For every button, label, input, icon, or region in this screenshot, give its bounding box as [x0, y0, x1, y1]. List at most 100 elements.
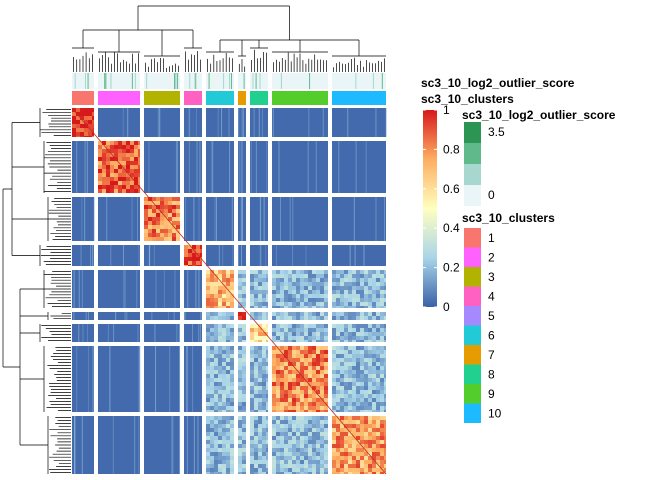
heatmap-cell — [280, 424, 284, 428]
heatmap-cell — [230, 316, 234, 320]
heatmap-cell — [296, 328, 300, 332]
heatmap-block — [98, 197, 140, 241]
heatmap-cell — [226, 302, 230, 306]
heatmap-cell — [230, 436, 234, 440]
heatmap-cell — [308, 336, 312, 340]
heatmap-cell — [348, 332, 352, 336]
heatmap-cell — [130, 145, 134, 149]
heatmap-cell — [296, 282, 300, 286]
heatmap-cell — [300, 286, 304, 290]
heatmap-cell — [324, 340, 328, 342]
heatmap-cell — [218, 336, 222, 340]
heatmap-cell — [312, 416, 316, 420]
heatmap-cell — [280, 294, 284, 298]
heatmap-cell — [372, 448, 376, 452]
heatmap-cell — [380, 346, 384, 350]
heatmap-cell — [384, 402, 386, 406]
heatmap-cell — [324, 302, 328, 306]
heatmap-cell — [214, 460, 218, 464]
heatmap-cell — [214, 432, 218, 436]
heatmap-cell — [372, 270, 376, 274]
heatmap-cell — [218, 420, 222, 424]
heatmap-cell — [192, 265, 196, 266]
cluster-legend-swatch-6 — [464, 325, 481, 345]
heatmap-cell — [222, 428, 226, 432]
heatmap-cell — [316, 448, 320, 452]
heatmap-cell — [218, 316, 222, 320]
heatmap-cell — [284, 428, 288, 432]
heatmap-cell — [380, 316, 384, 320]
heatmap-cell — [262, 298, 266, 302]
heatmap-cell — [348, 390, 352, 394]
heatmap-cell — [110, 141, 114, 145]
heatmap-cell — [384, 324, 386, 328]
heatmap-cell — [242, 374, 246, 378]
heatmap-cell — [384, 306, 386, 308]
heatmap-cell — [364, 306, 368, 308]
heatmap-cell — [304, 428, 308, 432]
heatmap-cell — [348, 298, 352, 302]
heatmap-cell — [206, 294, 210, 298]
heatmap-cell — [320, 378, 324, 382]
heatmap-cell — [238, 432, 242, 436]
heatmap-cell — [184, 245, 188, 249]
heatmap-cell — [284, 394, 288, 398]
heatmap-cell — [368, 350, 372, 354]
heatmap-cell — [292, 406, 296, 410]
heatmap-cell — [92, 128, 94, 132]
heatmap-cell — [226, 416, 230, 420]
heatmap-streak — [74, 416, 76, 474]
heatmap-cell — [316, 354, 320, 358]
heatmap-cell — [262, 410, 266, 412]
heatmap-cell — [376, 366, 380, 370]
heatmap-cell — [360, 378, 364, 382]
heatmap-cell — [340, 294, 344, 298]
heatmap-cell — [352, 390, 356, 394]
heatmap-cell — [344, 386, 348, 390]
heatmap-cell — [284, 336, 288, 340]
heatmap-cell — [320, 366, 324, 370]
heatmap-cell — [114, 165, 118, 169]
heatmap-cell — [262, 316, 266, 320]
heatmap-cell — [312, 278, 316, 282]
heatmap-cell — [210, 432, 214, 436]
heatmap-cell — [292, 350, 296, 354]
heatmap-cell — [336, 350, 340, 354]
heatmap-cell — [336, 370, 340, 374]
heatmap-cell — [262, 440, 266, 444]
heatmap-cell — [336, 274, 340, 278]
heatmap-cell — [352, 444, 356, 448]
heatmap-cell — [262, 312, 266, 316]
heatmap-block — [272, 141, 328, 193]
heatmap-cell — [300, 428, 304, 432]
heatmap-cell — [88, 132, 92, 136]
heatmap-cell — [384, 386, 386, 390]
heatmap-cell — [152, 213, 156, 217]
heatmap-cell — [296, 382, 300, 386]
heatmap-cell — [288, 416, 292, 420]
heatmap-streak — [127, 108, 129, 137]
heatmap-cell — [300, 452, 304, 456]
heatmap-cell — [336, 366, 340, 370]
heatmap-cell — [214, 406, 218, 410]
heatmap-cell — [168, 213, 172, 217]
heatmap-cell — [344, 432, 348, 436]
heatmap-cell — [218, 456, 222, 460]
heatmap-cell — [384, 432, 386, 436]
heatmap-cell — [340, 328, 344, 332]
heatmap-cell — [254, 432, 258, 436]
heatmap-cell — [98, 153, 102, 157]
heatmap-cell — [336, 444, 340, 448]
heatmap-cell — [276, 398, 280, 402]
heatmap-cell — [360, 298, 364, 302]
heatmap-cell — [332, 440, 336, 444]
cluster-legend-swatch-5 — [464, 306, 481, 326]
heatmap-cell — [284, 468, 288, 472]
heatmap-cell — [250, 298, 254, 302]
heatmap-cell — [316, 278, 320, 282]
cluster-legend-label: 4 — [488, 290, 495, 304]
heatmap-cell — [210, 406, 214, 410]
heatmap-cell — [384, 328, 386, 332]
heatmap-cell — [384, 452, 386, 456]
heatmap-cell — [332, 350, 336, 354]
